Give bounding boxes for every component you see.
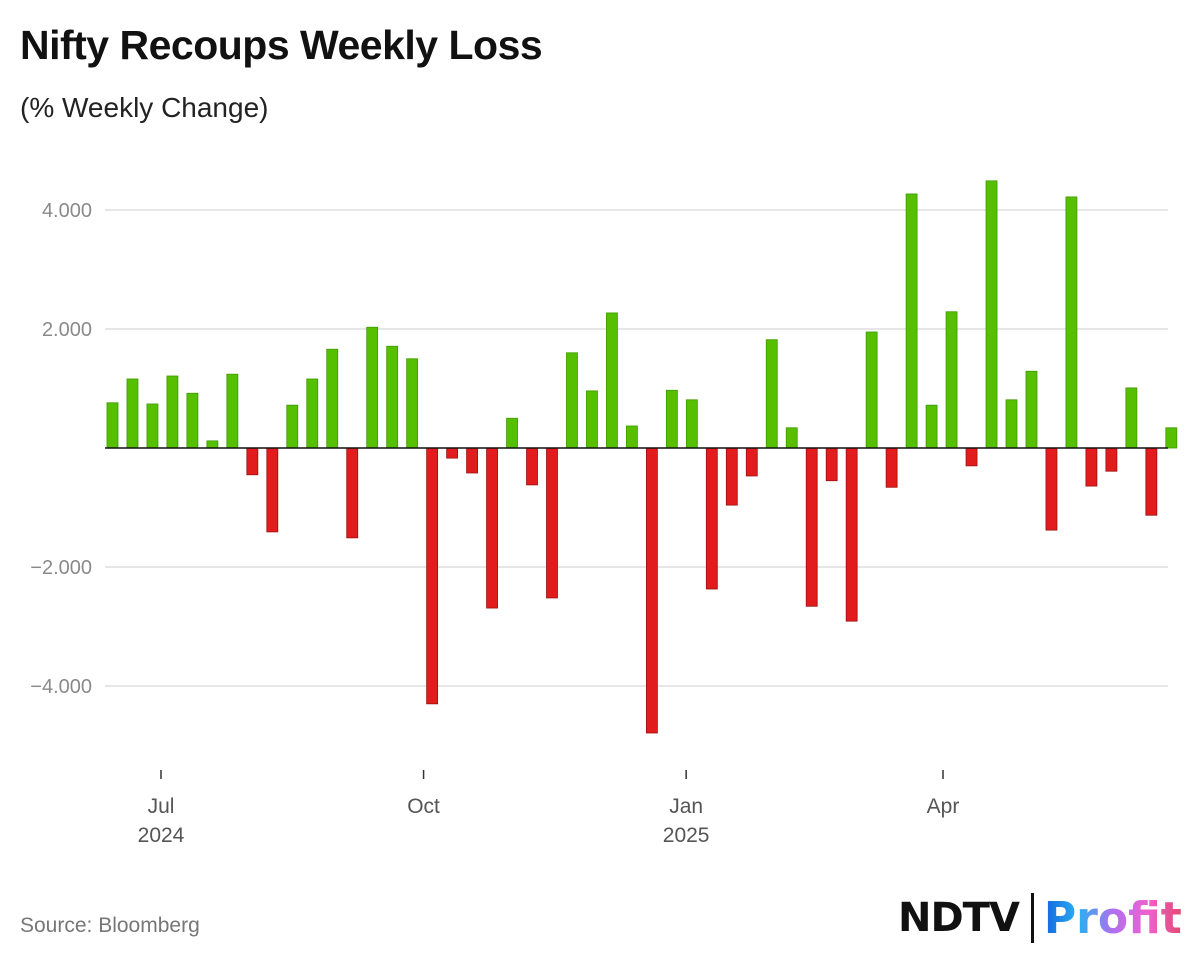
- bar-positive: [1125, 387, 1138, 449]
- bar-negative: [805, 447, 818, 607]
- bar-negative: [885, 447, 898, 488]
- bar-positive: [905, 193, 918, 449]
- y-tick-label: 2.000: [42, 319, 92, 341]
- bar-positive: [1005, 399, 1018, 449]
- bar-negative: [346, 447, 359, 539]
- chart-title: Nifty Recoups Weekly Loss: [20, 22, 543, 68]
- bar-positive: [226, 373, 239, 449]
- bar-positive: [506, 417, 518, 449]
- bar-negative: [1085, 447, 1098, 487]
- bar-positive: [326, 348, 339, 449]
- bar-positive: [865, 331, 878, 449]
- bar-positive: [685, 399, 698, 449]
- bar-positive: [406, 358, 419, 449]
- bar-positive: [985, 180, 998, 449]
- y-tick-label: 4.000: [42, 200, 92, 222]
- bar-positive: [945, 311, 958, 449]
- logo-ndtv: NDTV: [898, 895, 1020, 941]
- bar-positive: [146, 403, 159, 449]
- bar-positive: [606, 312, 618, 449]
- x-tick-label: Oct: [407, 795, 440, 818]
- bar-positive: [665, 389, 678, 449]
- ndtv-profit-logo: NDTV Profit: [898, 890, 1182, 946]
- x-tick-year-label: 2025: [663, 824, 710, 847]
- bar-negative: [1105, 447, 1118, 472]
- bar-negative: [446, 447, 459, 459]
- bar-negative: [526, 447, 538, 486]
- bar-chart: 4.000 2.000 −2.000 −4.000 Jul 2024 Oct Jan 2025 A…: [30, 180, 1178, 847]
- logo-divider: [1030, 893, 1034, 943]
- bar-positive: [386, 345, 399, 449]
- x-tick-label: Jan: [669, 795, 703, 818]
- bar-positive: [626, 425, 638, 449]
- bar-negative: [645, 447, 658, 734]
- bar-negative: [1145, 447, 1158, 516]
- bar-positive: [166, 375, 179, 449]
- bar-positive: [586, 390, 598, 449]
- bar-negative: [825, 447, 838, 482]
- bar-positive: [126, 378, 139, 449]
- chart-subtitle: (% Weekly Change): [20, 92, 269, 123]
- bar-negative: [845, 447, 858, 622]
- bar-positive: [925, 404, 938, 449]
- y-tick-label: −2.000: [30, 557, 92, 579]
- bar-negative: [725, 447, 738, 506]
- bar-positive: [306, 378, 319, 449]
- bar-negative: [426, 447, 439, 705]
- bar-negative: [705, 447, 718, 590]
- bar-negative: [246, 447, 259, 476]
- y-tick-label: −4.000: [30, 676, 92, 698]
- bar-positive: [366, 326, 379, 449]
- x-tick-label: Jul: [148, 795, 175, 818]
- bar-negative: [486, 447, 498, 609]
- bar-positive: [1065, 196, 1078, 449]
- x-tick-year-label: 2024: [138, 824, 185, 847]
- source-note: Source: Bloomberg: [20, 914, 200, 937]
- logo-profit: Profit: [1043, 892, 1182, 944]
- bar-negative: [546, 447, 558, 599]
- bar-positive: [206, 440, 219, 449]
- bar-positive: [566, 352, 578, 449]
- bar-positive: [785, 427, 798, 449]
- bar-positive: [765, 339, 778, 449]
- bar-negative: [965, 447, 978, 467]
- bar-negative: [1045, 447, 1058, 531]
- bar-negative: [745, 447, 758, 477]
- bar-positive: [106, 402, 119, 449]
- x-tick-label: Apr: [927, 795, 960, 818]
- bar-positive: [286, 404, 299, 449]
- bar-negative: [466, 447, 478, 474]
- bar-positive: [1025, 370, 1038, 449]
- bar-negative: [266, 447, 279, 533]
- bar-positive: [1165, 427, 1178, 449]
- bar-positive: [186, 392, 199, 449]
